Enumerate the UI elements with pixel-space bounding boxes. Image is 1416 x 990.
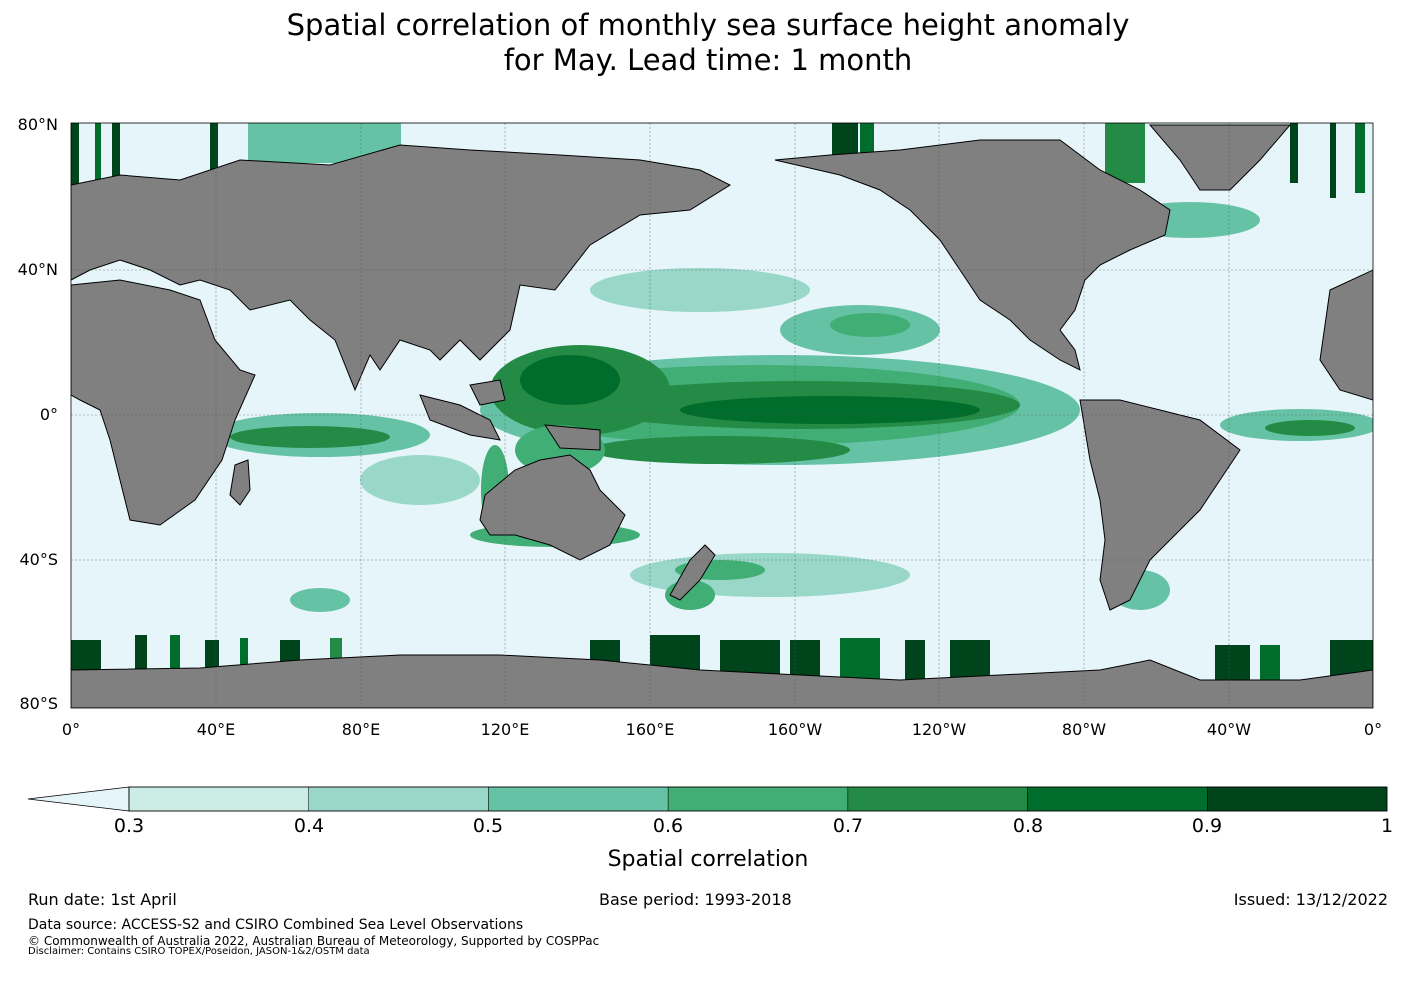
- land-north-america: [774, 139, 1171, 371]
- map-svg: [70, 122, 1374, 709]
- colorbar-tick-0-6: 0.6: [652, 815, 684, 837]
- lon-label-160e: 160°E: [625, 720, 675, 739]
- data-source: Data source: ACCESS-S2 and CSIRO Combine…: [28, 917, 524, 933]
- lon-label-80e: 80°E: [341, 720, 381, 739]
- lon-label-120e: 120°E: [480, 720, 530, 739]
- land-greenland: [1148, 124, 1292, 191]
- graticule: [71, 123, 1373, 708]
- map-frame: [70, 122, 1374, 709]
- land-eurasia: [71, 144, 732, 392]
- colorbar-segments: [128, 786, 1388, 812]
- colorbar-tick-0-7: 0.7: [832, 815, 864, 837]
- land-madagascar: [229, 459, 251, 506]
- colorbar-label: Spatial correlation: [607, 847, 809, 872]
- colorbar-tick-0-8: 0.8: [1012, 815, 1044, 837]
- land-australia: [479, 454, 626, 561]
- base-period: Base period: 1993-2018: [599, 890, 792, 909]
- colorbar-segment-2: [308, 786, 489, 812]
- title-line-1: Spatial correlation of monthly sea surfa…: [286, 8, 1130, 42]
- colorbar-segment-3: [488, 786, 669, 812]
- run-date: Run date: 1st April: [28, 890, 177, 909]
- colorbar-tick-0-5: 0.5: [472, 815, 504, 837]
- land-antarctica: [71, 654, 1373, 708]
- land-europe-east: [1319, 269, 1373, 401]
- colorbar-segment-1: [128, 786, 309, 812]
- lat-label-80s: 80°S: [19, 694, 58, 713]
- colorbar-tick-1: 1: [1380, 815, 1394, 837]
- land-new-guinea: [544, 424, 601, 451]
- lon-label-120w: 120°W: [911, 720, 967, 739]
- land-new-zealand: [669, 544, 716, 601]
- lon-label-80w: 80°W: [1061, 720, 1107, 739]
- land-south-america: [1079, 399, 1241, 611]
- title-line-2: for May. Lead time: 1 month: [503, 43, 913, 77]
- lon-label-40e: 40°E: [196, 720, 236, 739]
- disclaimer: Disclaimer: Contains CSIRO TOPEX/Poseido…: [28, 946, 370, 957]
- land-indonesia: [419, 394, 501, 441]
- colorbar-segment-6: [1027, 786, 1208, 812]
- colorbar: [0, 780, 1416, 840]
- lon-label-40w: 40°W: [1206, 720, 1252, 739]
- colorbar-under-triangle: [27, 786, 130, 812]
- lat-label-80n: 80°N: [17, 115, 58, 134]
- colorbar-frame: [128, 786, 1388, 812]
- lat-label-40s: 40°S: [19, 550, 58, 569]
- issued-date: Issued: 13/12/2022: [1233, 890, 1388, 909]
- lon-label-160w: 160°W: [767, 720, 823, 739]
- map-title: Spatial correlation of monthly sea surfa…: [0, 8, 1416, 78]
- colorbar-tick-0-9: 0.9: [1191, 815, 1223, 837]
- land-africa: [71, 279, 256, 526]
- colorbar-segment-5: [847, 786, 1028, 812]
- correlation-map: 80°N 40°N 0° 40°S 80°S 0° 40°E 80°E 120°…: [17, 115, 1383, 739]
- colorbar-tick-0-4: 0.4: [293, 815, 325, 837]
- colorbar-segment-4: [667, 786, 849, 812]
- lat-label-0: 0°: [39, 405, 58, 424]
- colorbar-tick-0-3: 0.3: [113, 815, 145, 837]
- lat-label-40n: 40°N: [17, 260, 58, 279]
- lon-label-0: 0°: [61, 720, 81, 739]
- lon-label-0-end: 0°: [1363, 720, 1383, 739]
- land-masses: [71, 124, 1373, 708]
- copyright: © Commonwealth of Australia 2022, Austra…: [28, 934, 600, 948]
- colorbar-segment-7: [1207, 786, 1388, 812]
- colorbar-svg: [27, 786, 1388, 812]
